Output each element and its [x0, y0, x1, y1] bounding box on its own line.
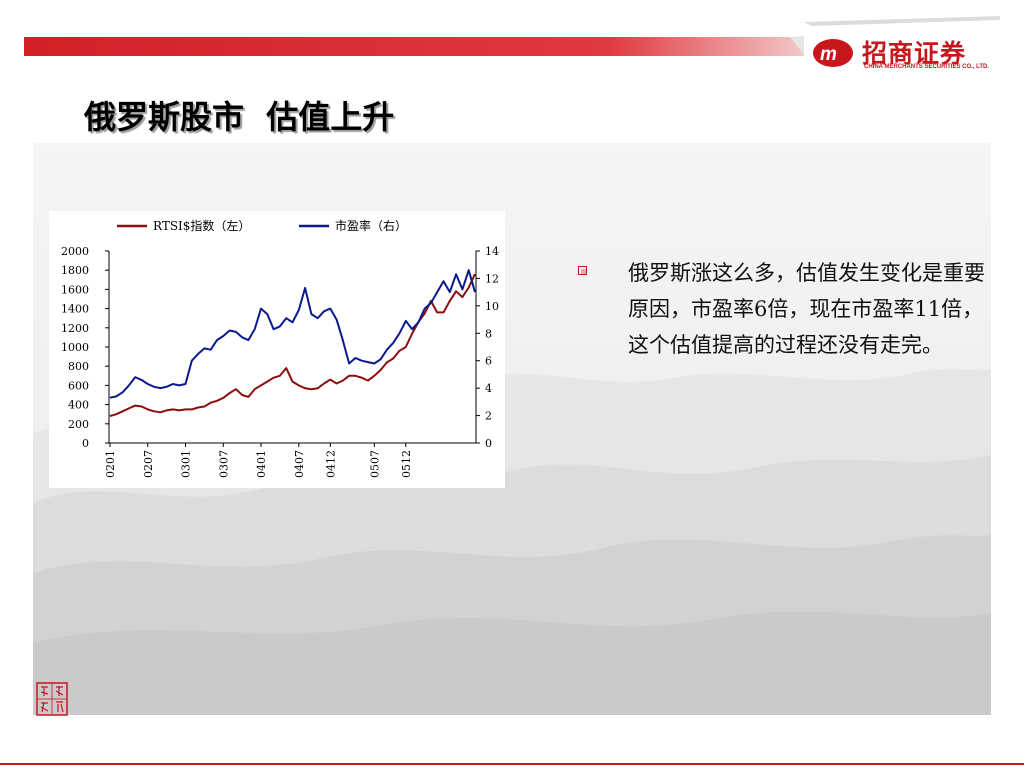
- company-logo-name: 招商证券: [862, 39, 967, 68]
- x-tick-label: 0201: [104, 450, 117, 478]
- seal-stamp-icon: [36, 682, 68, 716]
- bullet-square-icon: [578, 266, 587, 275]
- x-tick-label: 0512: [400, 450, 413, 478]
- chart-panel: 0 200 400 600 800 1000 1200 1400 1600 1800 2000 0 2 4…: [49, 211, 505, 488]
- y-left-tick-label: 600: [68, 379, 89, 392]
- x-tick-label: 0301: [180, 450, 193, 478]
- y-left-tick-label: 1600: [61, 283, 89, 296]
- x-tick-label: 0401: [255, 450, 268, 478]
- y-right-tick-label: 14: [485, 245, 499, 258]
- y-right-tick-label: 6: [485, 355, 492, 368]
- x-tick-label: 0412: [324, 450, 337, 478]
- y-left-tick-label: 1000: [61, 341, 89, 354]
- bullet-text: 俄罗斯涨这么多，估值发生变化是重要原因，市盈率6倍，现在市盈率11倍，这个估值提…: [628, 261, 985, 357]
- y-left-tick-label: 1200: [61, 322, 89, 335]
- rtsi-pe-line-chart: 0 200 400 600 800 1000 1200 1400 1600 1800 2000 0 2 4…: [61, 218, 499, 478]
- y-left-tick-label: 1800: [61, 264, 89, 277]
- y-left-tick-label: 0: [82, 437, 89, 450]
- y-left-tick-label: 2000: [61, 245, 89, 258]
- company-logo-icon: m: [813, 39, 853, 67]
- y-right-tick-label: 0: [485, 437, 492, 450]
- y-right-tick-label: 10: [485, 300, 499, 313]
- x-tick-label: 0207: [142, 450, 155, 478]
- svg-text:m: m: [820, 44, 837, 65]
- y-right-tick-label: 12: [485, 272, 499, 285]
- legend-rtsi-label: RTSI$指数（左）: [153, 218, 250, 233]
- legend-pe-ratio-label: 市盈率（右）: [335, 218, 407, 233]
- rtsi-series-line: [109, 273, 476, 418]
- pe-ratio-series-line: [109, 269, 476, 399]
- y-right-tick-label: 4: [485, 382, 492, 395]
- y-left-tick-label: 800: [68, 360, 89, 373]
- company-logo-subtitle: CHINA MERCHANTS SECURITIES CO., LTD.: [864, 64, 990, 70]
- y-right-tick-label: 8: [485, 327, 492, 340]
- slide-title: 俄罗斯股市 估值上升: [84, 98, 395, 136]
- y-left-tick-label: 1400: [61, 303, 89, 316]
- y-left-tick-label: 200: [68, 418, 89, 431]
- x-tick-label: 0407: [293, 450, 306, 478]
- y-right-tick-label: 2: [485, 410, 492, 423]
- footer-line: [0, 763, 1024, 765]
- y-left-tick-label: 400: [68, 399, 89, 412]
- x-tick-label: 0507: [368, 450, 381, 478]
- x-tick-label: 0307: [217, 450, 230, 478]
